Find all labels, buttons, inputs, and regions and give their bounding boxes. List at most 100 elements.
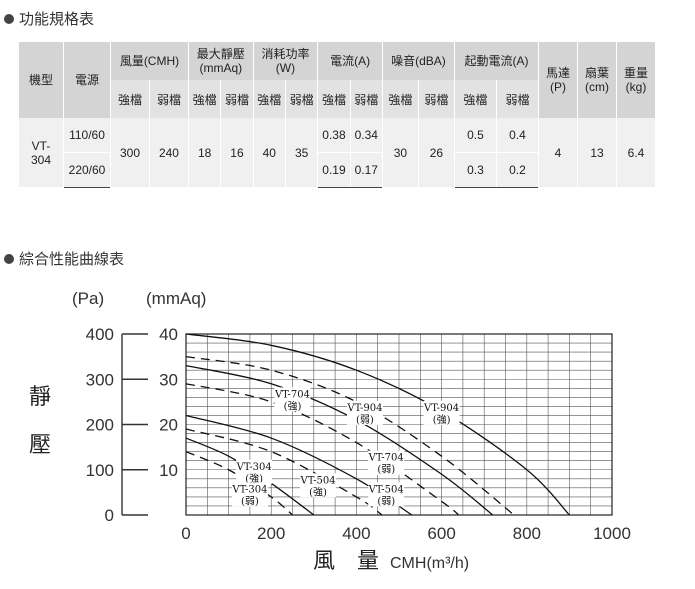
cell-power-b: 220/60 xyxy=(63,152,111,188)
cell-motor: 4 xyxy=(538,118,578,188)
cell-static-weak: 16 xyxy=(220,118,254,188)
curve-vt-904- xyxy=(185,333,570,516)
mmaq-tick-label: 40 xyxy=(159,325,178,344)
curve-label-name: VT-304 xyxy=(236,462,272,473)
header-motor-line1: 馬達 xyxy=(545,66,570,80)
cell-model-line2: 304 xyxy=(30,152,52,167)
y-label-char: 壓 xyxy=(29,433,51,458)
curve-label-mode: (弱) xyxy=(241,495,259,507)
curve-label-mode: (弱) xyxy=(377,464,395,476)
x-tick-label: 1000 xyxy=(593,524,631,543)
curve-vt-304- xyxy=(185,451,293,516)
cell-blade: 13 xyxy=(577,118,617,188)
curve-label-mode: (弱) xyxy=(377,495,395,507)
chart-curve-labels: VT-904(強)VT-904(弱)VT-704(強)VT-704(弱)VT-5… xyxy=(231,387,460,507)
header-blade-line1: 扇葉 xyxy=(584,66,609,80)
subheader-weak: 弱檔 xyxy=(495,80,539,118)
subheader-weak: 弱檔 xyxy=(417,80,455,118)
curve-label-bg xyxy=(423,400,460,425)
subheader-strong: 強檔 xyxy=(252,80,286,118)
subheader-weak: 弱檔 xyxy=(349,80,383,118)
cell-consumption-weak: 35 xyxy=(284,118,318,188)
pa-tick-label: 300 xyxy=(86,370,114,389)
curve-label-mode: (弱) xyxy=(356,414,374,426)
curve-label-bg xyxy=(274,387,311,412)
header-power: 電源 xyxy=(63,42,111,118)
header-static-line1: 最大靜壓 xyxy=(196,47,245,61)
curve-label-bg xyxy=(300,473,337,498)
y-unit-left: (Pa) xyxy=(72,289,104,308)
curve-vt-904- xyxy=(185,355,515,516)
subheader-weak: 弱檔 xyxy=(220,80,254,118)
cell-start-b-strong: 0.3 xyxy=(453,152,497,188)
y-unit-right: (mmAq) xyxy=(146,289,206,308)
bullet-icon xyxy=(4,253,14,264)
pa-tick-label: 400 xyxy=(86,325,114,344)
header-blade: 扇葉 (cm) xyxy=(577,42,617,118)
header-weight: 重量 (kg) xyxy=(616,42,655,118)
cell-power-a: 110/60 xyxy=(63,118,111,153)
header-airflow: 風量(CMH) xyxy=(110,42,189,80)
bullet-icon xyxy=(4,13,14,24)
curve-label-name: VT-904 xyxy=(346,403,382,414)
cell-static-strong: 18 xyxy=(187,118,221,188)
curve-label-name: VT-704 xyxy=(368,453,404,464)
subheader-strong: 強檔 xyxy=(110,80,150,118)
curve-title-text: 綜合性能曲線表 xyxy=(19,251,125,268)
cell-start-b-weak: 0.2 xyxy=(495,152,539,188)
curve-label-name: VT-904 xyxy=(423,403,459,414)
cell-noise-weak: 26 xyxy=(417,118,455,188)
curve-vt-704- xyxy=(185,383,460,516)
spec-section-title: 功能規格表 xyxy=(4,8,94,29)
subheader-strong: 強檔 xyxy=(381,80,419,118)
x-tick-label: 400 xyxy=(342,524,370,543)
subheader-weak: 弱檔 xyxy=(148,80,189,118)
subheader-strong: 強檔 xyxy=(317,80,351,118)
x-unit: CMH(m³/h) xyxy=(390,555,469,572)
pa-tick-label: 100 xyxy=(86,461,114,480)
mmaq-tick-label: 30 xyxy=(159,370,178,389)
header-motor: 馬達 (P) xyxy=(538,42,578,118)
x-tick-label: 200 xyxy=(257,524,285,543)
curve-label-mode: (強) xyxy=(433,413,451,426)
performance-chart: VT-904(強)VT-904(弱)VT-704(強)VT-704(弱)VT-5… xyxy=(29,289,631,574)
header-consumption: 消耗功率 (W) xyxy=(252,42,318,80)
subheader-strong: 強檔 xyxy=(187,80,221,118)
header-noise: 噪音(dBA) xyxy=(381,42,455,80)
header-model: 機型 xyxy=(18,42,64,118)
header-consumption-line2: (W) xyxy=(275,61,296,75)
plot-frame xyxy=(185,333,613,516)
cell-airflow-strong: 300 xyxy=(110,118,150,188)
cell-model: VT- 304 xyxy=(18,118,64,188)
curve-label-bg xyxy=(236,459,273,484)
spec-title-text: 功能規格表 xyxy=(19,11,95,28)
curve-label-bg xyxy=(368,450,405,475)
mmaq-tick-label: 20 xyxy=(159,416,178,435)
cell-current-b-weak: 0.17 xyxy=(349,152,383,188)
curve-label-mode: (強) xyxy=(245,472,263,485)
cell-start-a-weak: 0.4 xyxy=(495,118,539,153)
pa-tick-label: 200 xyxy=(86,416,114,435)
curve-label-name: VT-504 xyxy=(368,484,404,495)
cell-noise-strong: 30 xyxy=(381,118,419,188)
header-start-current: 起動電流(A) xyxy=(453,42,539,80)
spec-table: 機型 電源 風量(CMH) 最大靜壓 (mmAq) 消耗功率 (W) 電流(A)… xyxy=(18,42,655,188)
cell-current-b-strong: 0.19 xyxy=(317,152,351,188)
curve-label-mode: (強) xyxy=(284,399,302,412)
curve-label-mode: (強) xyxy=(309,485,327,498)
curve-label-bg xyxy=(231,482,268,507)
header-static: 最大靜壓 (mmAq) xyxy=(187,42,254,80)
curve-label-name: VT-504 xyxy=(300,475,336,486)
subheader-weak: 弱檔 xyxy=(284,80,318,118)
header-weight-line1: 重量 xyxy=(623,66,648,80)
curve-label-name: VT-704 xyxy=(274,389,310,400)
header-current: 電流(A) xyxy=(317,42,383,80)
header-blade-line2: (cm) xyxy=(585,80,609,94)
x-tick-label: 0 xyxy=(181,524,190,543)
cell-airflow-weak: 240 xyxy=(148,118,189,188)
x-tick-label: 600 xyxy=(427,524,455,543)
pa-tick-label: 0 xyxy=(105,506,114,525)
curve-label-bg xyxy=(346,400,383,425)
curve-label-name: VT-304 xyxy=(231,484,267,495)
